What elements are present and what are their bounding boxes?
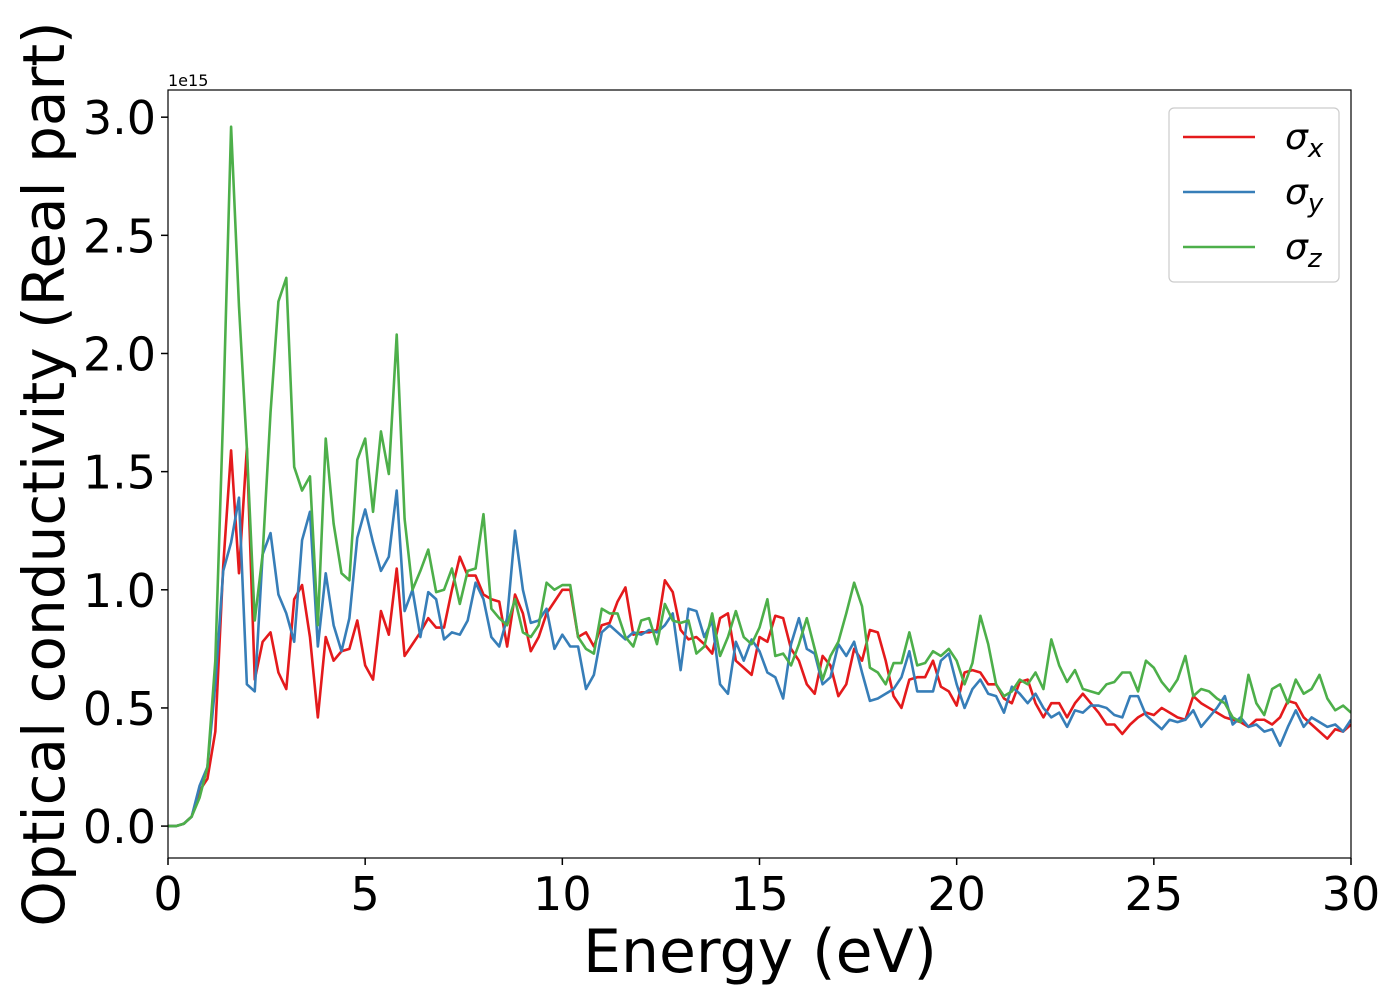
series-line [168,446,1351,828]
x-tick-label: 10 [533,867,592,921]
legend-label: σz [1285,227,1323,274]
y-tick-label: 1.5 [83,446,156,500]
legend: σx σy σz [1168,107,1340,283]
y-offset-label: 1e15 [168,71,208,90]
x-tick-label: 30 [1322,867,1381,921]
x-tick-label: 5 [351,867,380,921]
y-tick-label: 0.5 [83,682,156,736]
y-tick-label: 2.5 [83,209,156,263]
legend-label: σy [1285,172,1324,219]
series-line [168,489,1351,828]
y-tick-label: 0.0 [83,800,156,854]
series-line [168,125,1351,828]
x-tick-label: 15 [730,867,789,921]
x-tick-label: 25 [1125,867,1184,921]
y-tick-label: 2.0 [83,327,156,381]
x-axis-label: Energy (eV) [583,917,937,987]
y-tick-label: 1.0 [83,564,156,618]
plot-frame [167,89,1352,859]
legend-box [1168,107,1340,283]
x-tick-label: 20 [927,867,986,921]
plot-area [168,125,1351,828]
legend-label: σx [1285,117,1324,164]
x-tick-label: 0 [153,867,182,921]
y-tick-label: 3.0 [83,91,156,145]
y-axis-label: Optical conductivity (Real part) [10,21,78,926]
